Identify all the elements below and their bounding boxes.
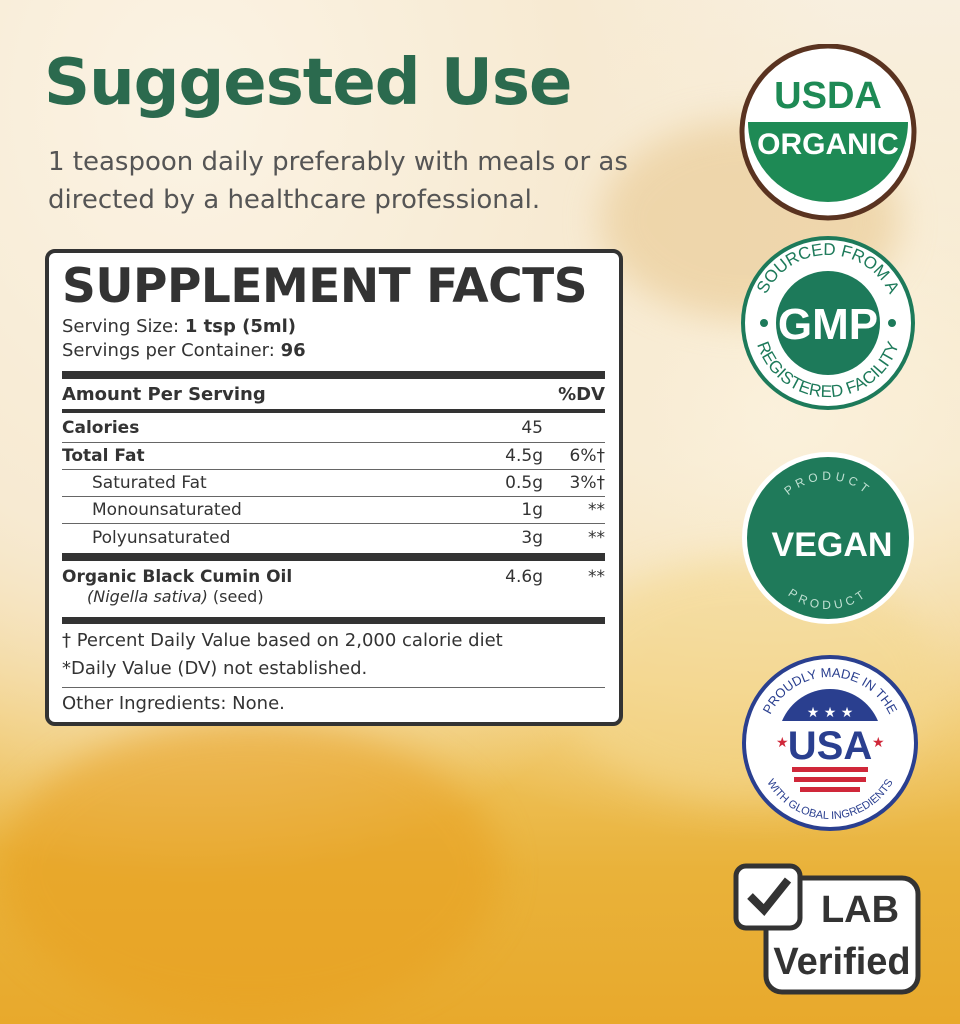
table-row: Polyunsaturated 3g ** (92, 527, 605, 548)
facts-heading: SUPPLEMENT FACTS (62, 259, 588, 314)
table-row: Total Fat 4.5g 6%† (62, 443, 605, 470)
suggested-use-text: 1 teaspoon daily preferably with meals o… (48, 147, 628, 215)
svg-text:USA: USA (788, 724, 872, 768)
servings-per-container: Servings per Container: 96 (62, 340, 306, 361)
made-in-usa-badge: ★ ★ ★ ★ ★ PROUDLY MADE IN THE WITH GLOBAL… (742, 655, 918, 831)
svg-text:USDA: USDA (774, 75, 882, 117)
svg-text:★ ★ ★: ★ ★ ★ (807, 705, 854, 721)
table-row: Calories 45 (62, 413, 605, 443)
vegan-badge: PRODUCT PRODUCT VEGAN (742, 452, 914, 624)
supplement-facts-panel: SUPPLEMENT FACTS Serving Size: 1 tsp (5m… (45, 249, 623, 726)
svg-text:Verified: Verified (773, 941, 910, 983)
amount-header-row: Amount Per Serving %DV (62, 383, 605, 405)
svg-text:★: ★ (776, 735, 789, 751)
table-row: Saturated Fat 0.5g 3%† (62, 470, 605, 497)
page-title: Suggested Use (44, 46, 572, 120)
leaf-icon: VEGAN (772, 526, 893, 564)
ingredient-row: Organic Black Cumin Oil (Nigella sativa)… (62, 567, 605, 606)
serving-size: Serving Size: 1 tsp (5ml) (62, 316, 297, 337)
divider-thick (62, 617, 605, 624)
svg-text:ORGANIC: ORGANIC (757, 128, 899, 161)
footnote-dv: † Percent Daily Value based on 2,000 cal… (62, 630, 503, 651)
usda-organic-badge: USDA ORGANIC (739, 44, 917, 221)
lab-verified-badge: LAB Verified (733, 863, 921, 995)
svg-text:★: ★ (872, 735, 885, 751)
table-row: Monounsaturated 1g ** (62, 497, 605, 524)
checkbox-icon (733, 863, 803, 931)
footnote-not-established: *Daily Value (DV) not established. (62, 658, 368, 679)
svg-text:GMP: GMP (778, 300, 878, 349)
other-ingredients: Other Ingredients: None. (62, 693, 285, 714)
divider-thick (62, 553, 605, 561)
gmp-badge: SOURCED FROM A REGISTERED FACILITY GMP (741, 236, 915, 410)
divider-thick (62, 371, 605, 379)
svg-text:LAB: LAB (821, 889, 899, 931)
divider (62, 409, 605, 413)
